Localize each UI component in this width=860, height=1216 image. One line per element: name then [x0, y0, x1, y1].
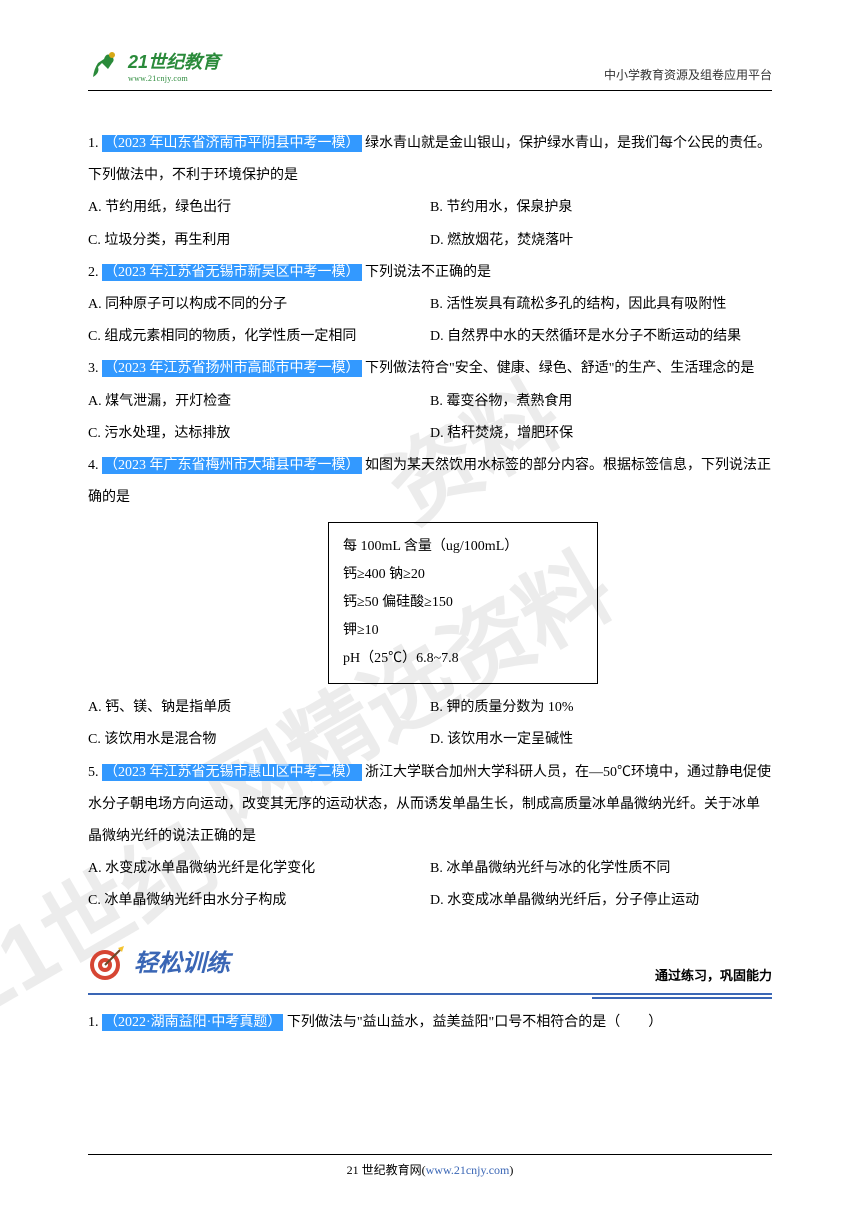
page-header: 21世纪教育 www.21cnjy.com 中小学教育资源及组卷应用平台: [88, 48, 772, 83]
option-b: B. 节约用水，保泉护泉: [430, 192, 772, 224]
runner-icon: [88, 49, 122, 83]
target-icon: [88, 944, 126, 982]
option-d: D. 该饮用水一定呈碱性: [430, 724, 772, 756]
label-line: 每 100mL 含量（ug/100mL）: [343, 533, 583, 561]
option-b: B. 冰单晶微纳光纤与冰的化学性质不同: [430, 853, 772, 885]
logo: 21世纪教育 www.21cnjy.com: [88, 48, 220, 83]
question-1: 1. （2023 年山东省济南市平阴县中考一模） 绿水青山就是金山银山，保护绿水…: [88, 128, 772, 192]
source-tag: （2023 年江苏省无锡市惠山区中考二模）: [102, 764, 362, 781]
question-2: 2. （2023 年江苏省无锡市新吴区中考一模） 下列说法不正确的是: [88, 257, 772, 289]
option-d: D. 自然界中水的天然循环是水分子不断运动的结果: [430, 321, 772, 353]
option-c: C. 该饮用水是混合物: [88, 724, 430, 756]
header-divider: [88, 90, 772, 91]
label-line: 钾≥10: [343, 617, 583, 645]
option-c: C. 冰单晶微纳光纤由水分子构成: [88, 885, 430, 917]
label-line: 钙≥400 钠≥20: [343, 561, 583, 589]
option-b: B. 钾的质量分数为 10%: [430, 692, 772, 724]
logo-text-en: www.21cnjy.com: [128, 74, 220, 83]
option-row: A. 水变成冰单晶微纳光纤是化学变化 B. 冰单晶微纳光纤与冰的化学性质不同: [88, 853, 772, 885]
footer-prefix: 21 世纪教育网(: [347, 1163, 426, 1177]
option-row: A. 节约用纸，绿色出行 B. 节约用水，保泉护泉: [88, 192, 772, 224]
option-a: A. 钙、镁、钠是指单质: [88, 692, 430, 724]
option-c: C. 垃圾分类，再生利用: [88, 225, 430, 257]
option-b: B. 霉变谷物，煮熟食用: [430, 386, 772, 418]
option-c: C. 污水处理，达标排放: [88, 418, 430, 450]
q-num: 5.: [88, 765, 99, 780]
q-num: 2.: [88, 265, 99, 280]
water-label-box: 每 100mL 含量（ug/100mL） 钙≥400 钠≥20 钙≥50 偏硅酸…: [328, 522, 598, 684]
option-b: B. 活性炭具有疏松多孔的结构，因此具有吸附性: [430, 289, 772, 321]
section-banner: 轻松训练 通过练习，巩固能力: [88, 936, 772, 995]
option-row: A. 钙、镁、钠是指单质 B. 钾的质量分数为 10%: [88, 692, 772, 724]
question-3: 3. （2023 年江苏省扬州市高邮市中考一模） 下列做法符合"安全、健康、绿色…: [88, 353, 772, 385]
logo-text-cn: 21世纪教育: [128, 48, 220, 74]
main-content: 1. （2023 年山东省济南市平阴县中考一模） 绿水青山就是金山银山，保护绿水…: [88, 128, 772, 1039]
q-num: 3.: [88, 361, 99, 376]
source-tag: （2023 年广东省梅州市大埔县中考一模）: [102, 457, 362, 474]
question-4: 4. （2023 年广东省梅州市大埔县中考一模） 如图为某天然饮用水标签的部分内…: [88, 450, 772, 514]
option-d: D. 燃放烟花，焚烧落叶: [430, 225, 772, 257]
q-stem: 下列做法符合"安全、健康、绿色、舒适"的生产、生活理念的是: [365, 361, 754, 376]
footer-suffix: ): [509, 1163, 513, 1177]
q-stem: 下列做法与"益山益水，益美益阳"口号不相符合的是（ ）: [287, 1015, 662, 1030]
source-tag: （2022·湖南益阳·中考真题）: [102, 1014, 283, 1031]
option-a: A. 水变成冰单晶微纳光纤是化学变化: [88, 853, 430, 885]
source-tag: （2023 年山东省济南市平阴县中考一模）: [102, 135, 362, 152]
source-tag: （2023 年江苏省扬州市高邮市中考一模）: [102, 360, 362, 377]
option-d: D. 秸秆焚烧，增肥环保: [430, 418, 772, 450]
label-line: 钙≥50 偏硅酸≥150: [343, 589, 583, 617]
option-row: A. 同种原子可以构成不同的分子 B. 活性炭具有疏松多孔的结构，因此具有吸附性: [88, 289, 772, 321]
option-c: C. 组成元素相同的物质，化学性质一定相同: [88, 321, 430, 353]
banner-subtitle: 通过练习，巩固能力: [655, 961, 772, 991]
option-row: A. 煤气泄漏，开灯检查 B. 霉变谷物，煮熟食用: [88, 386, 772, 418]
option-row: C. 垃圾分类，再生利用 D. 燃放烟花，焚烧落叶: [88, 225, 772, 257]
q-num: 4.: [88, 458, 99, 473]
source-tag: （2023 年江苏省无锡市新吴区中考一模）: [102, 264, 362, 281]
header-right-text: 中小学教育资源及组卷应用平台: [604, 66, 772, 83]
option-d: D. 水变成冰单晶微纳光纤后，分子停止运动: [430, 885, 772, 917]
practice-question-1: 1. （2022·湖南益阳·中考真题） 下列做法与"益山益水，益美益阳"口号不相…: [88, 1007, 772, 1039]
footer-link[interactable]: www.21cnjy.com: [426, 1163, 510, 1177]
q-num: 1.: [88, 136, 99, 151]
option-a: A. 同种原子可以构成不同的分子: [88, 289, 430, 321]
question-5: 5. （2023 年江苏省无锡市惠山区中考二模） 浙江大学联合加州大学科研人员，…: [88, 757, 772, 854]
option-row: C. 该饮用水是混合物 D. 该饮用水一定呈碱性: [88, 724, 772, 756]
q-stem: 下列说法不正确的是: [365, 265, 491, 280]
option-a: A. 节约用纸，绿色出行: [88, 192, 430, 224]
banner-underline: [592, 997, 772, 999]
label-line: pH（25℃）6.8~7.8: [343, 645, 583, 673]
option-row: C. 污水处理，达标排放 D. 秸秆焚烧，增肥环保: [88, 418, 772, 450]
option-row: C. 冰单晶微纳光纤由水分子构成 D. 水变成冰单晶微纳光纤后，分子停止运动: [88, 885, 772, 917]
q-num: 1.: [88, 1015, 99, 1030]
banner-title: 轻松训练: [134, 936, 230, 991]
option-a: A. 煤气泄漏，开灯检查: [88, 386, 430, 418]
option-row: C. 组成元素相同的物质，化学性质一定相同 D. 自然界中水的天然循环是水分子不…: [88, 321, 772, 353]
page-footer: 21 世纪教育网(www.21cnjy.com): [88, 1154, 772, 1178]
